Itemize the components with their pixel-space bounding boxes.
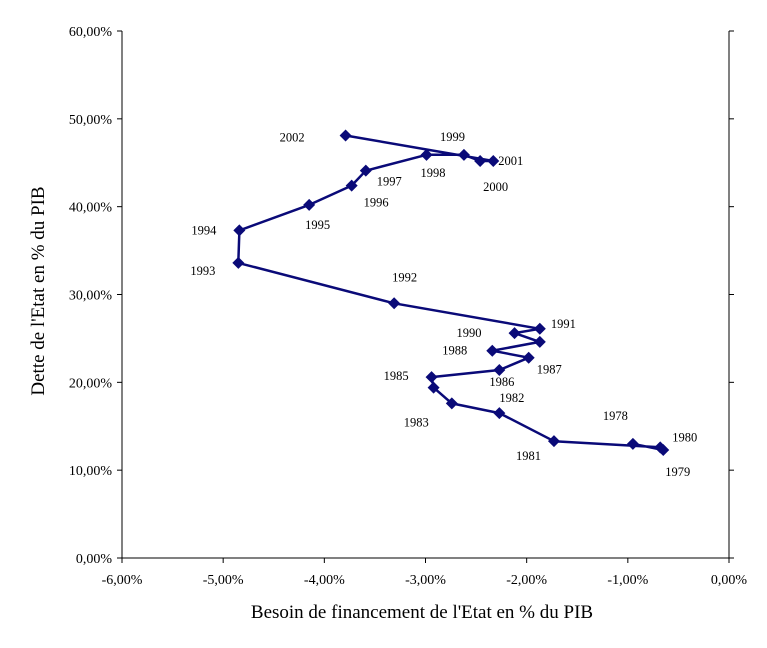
x-tick-label: -2,00% bbox=[506, 573, 547, 588]
point-label-1987: 1987 bbox=[537, 363, 562, 377]
y-tick-label: 0,00% bbox=[76, 552, 113, 567]
point-label-2001: 2001 bbox=[498, 154, 523, 168]
axes: 0,00% 10,00% 20,00% 30,00% 40,00% 50,00% 60,00… bbox=[69, 25, 748, 588]
point-label-1988: 1988 bbox=[442, 344, 467, 358]
data-point-1995 bbox=[303, 198, 316, 211]
point-label-1995: 1995 bbox=[305, 218, 330, 232]
point-label-1999: 1999 bbox=[440, 130, 465, 144]
y-tick-label: 60,00% bbox=[69, 25, 113, 40]
y-tick-label: 30,00% bbox=[69, 289, 113, 304]
data-point-1994 bbox=[233, 224, 246, 237]
data-point-1991 bbox=[533, 322, 546, 335]
data-point-1985 bbox=[425, 371, 438, 384]
data-point-1998 bbox=[420, 148, 433, 161]
point-label-2002: 2002 bbox=[280, 131, 305, 145]
data-point-1997 bbox=[359, 164, 372, 177]
markers-group bbox=[232, 129, 670, 456]
x-tick-label: -6,00% bbox=[102, 573, 143, 588]
point-label-1985: 1985 bbox=[384, 369, 409, 383]
data-point-1993 bbox=[232, 256, 245, 269]
data-point-1992 bbox=[388, 297, 401, 310]
point-label-1978: 1978 bbox=[603, 409, 628, 423]
data-point-2001 bbox=[487, 154, 500, 167]
x-tick-label: -4,00% bbox=[304, 573, 345, 588]
data-point-1981 bbox=[547, 435, 560, 448]
data-point-1983 bbox=[445, 397, 458, 410]
data-point-2002 bbox=[339, 129, 352, 142]
point-label-2000: 2000 bbox=[483, 180, 508, 194]
point-label-1996: 1996 bbox=[364, 196, 389, 210]
point-label-1983: 1983 bbox=[404, 415, 429, 429]
data-point-1984 bbox=[427, 381, 440, 394]
point-label-1992: 1992 bbox=[392, 270, 417, 284]
x-tick-label: 0,00% bbox=[711, 573, 748, 588]
data-point-1990 bbox=[508, 327, 521, 340]
data-point-1987 bbox=[522, 351, 535, 364]
data-point-1978 bbox=[626, 437, 639, 450]
y-tick-label: 20,00% bbox=[69, 376, 113, 391]
data-point-1999 bbox=[457, 148, 470, 161]
data-point-1996 bbox=[345, 179, 358, 192]
x-tick-label: -5,00% bbox=[203, 573, 244, 588]
data-point-1989 bbox=[533, 335, 546, 348]
point-label-1990: 1990 bbox=[457, 326, 482, 340]
data-point-1988 bbox=[486, 344, 499, 357]
data-point-2000 bbox=[474, 154, 487, 167]
x-tick-label: -3,00% bbox=[405, 573, 446, 588]
point-label-1981: 1981 bbox=[516, 449, 541, 463]
point-label-1982: 1982 bbox=[499, 391, 524, 405]
y-tick-label: 40,00% bbox=[69, 201, 113, 216]
y-tick-label: 50,00% bbox=[69, 113, 113, 128]
point-label-1994: 1994 bbox=[191, 223, 217, 237]
point-label-1998: 1998 bbox=[421, 166, 446, 180]
point-label-1993: 1993 bbox=[190, 264, 215, 278]
data-point-1980 bbox=[654, 441, 667, 454]
data-point-1986 bbox=[493, 364, 506, 377]
point-label-1997: 1997 bbox=[377, 175, 402, 189]
point-label-1980: 1980 bbox=[672, 430, 697, 444]
point-label-1991: 1991 bbox=[551, 317, 576, 331]
data-point-1982 bbox=[493, 407, 506, 420]
point-label-1986: 1986 bbox=[489, 375, 514, 389]
y-tick-label: 10,00% bbox=[69, 464, 113, 479]
point-label-1979: 1979 bbox=[665, 465, 690, 479]
point-labels-group: 1978 1979 1980 1981 1982 1983 1985 1986 1987 1988… bbox=[190, 130, 697, 479]
y-axis-title: Dette de l'Etat en % du PIB bbox=[28, 186, 49, 395]
x-axis-title: Besoin de financement de l'Etat en % du … bbox=[251, 602, 593, 623]
x-tick-label: -1,00% bbox=[607, 573, 648, 588]
